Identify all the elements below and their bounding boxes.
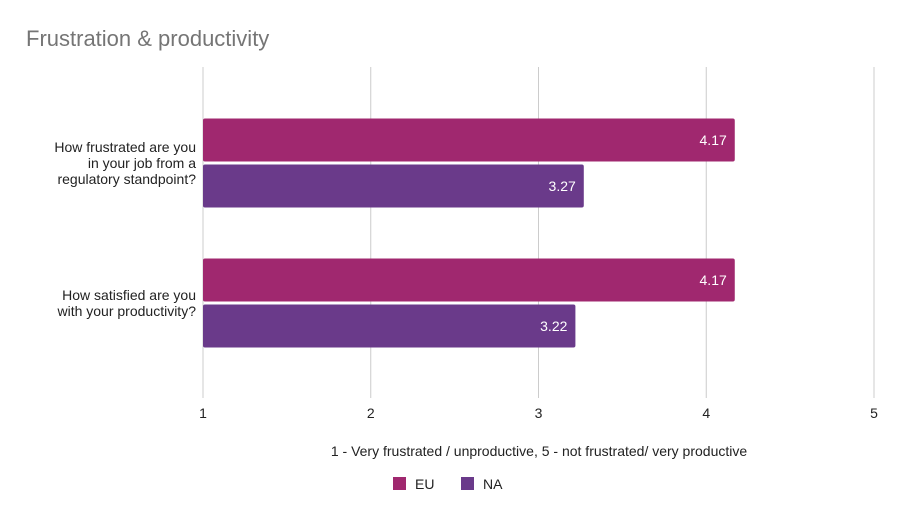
legend-swatch-na xyxy=(461,477,474,490)
category-label: How satisfied are you with your productiv… xyxy=(56,287,196,319)
bar-na xyxy=(203,304,576,348)
data-label: 4.17 xyxy=(700,272,727,288)
legend-swatch-eu xyxy=(393,477,406,490)
x-tick-label: 5 xyxy=(870,405,878,421)
legend-label-na: NA xyxy=(483,476,503,492)
label-layer: 4.17 3.27 How frustrated are you in your jo… xyxy=(54,132,727,334)
x-tick-label: 2 xyxy=(367,405,375,421)
tick-layer: 1 2 3 4 5 xyxy=(199,405,878,421)
grid-layer xyxy=(202,67,875,398)
legend: EU NA xyxy=(393,476,503,492)
x-tick-label: 4 xyxy=(702,405,710,421)
data-label: 3.27 xyxy=(549,178,576,194)
category-label-line: in your job from a xyxy=(88,155,196,171)
chart-title: Frustration & productivity xyxy=(26,26,269,51)
category-label-line: with your productivity? xyxy=(56,303,196,319)
category-label-line: regulatory standpoint? xyxy=(57,171,196,187)
bar-eu xyxy=(203,258,735,302)
x-tick-label: 1 xyxy=(199,405,207,421)
category-label-line: How satisfied are you xyxy=(62,287,196,303)
category-label: How frustrated are you in your job from a… xyxy=(54,139,196,187)
x-tick-label: 3 xyxy=(535,405,543,421)
x-axis-title: 1 - Very frustrated / unproductive, 5 - … xyxy=(331,443,748,459)
legend-label-eu: EU xyxy=(415,476,434,492)
category-label-line: How frustrated are you xyxy=(54,139,196,155)
data-label: 3.22 xyxy=(540,318,567,334)
bar-eu xyxy=(203,118,735,162)
bar-layer xyxy=(203,118,735,348)
data-label: 4.17 xyxy=(700,132,727,148)
bar-na xyxy=(203,164,584,208)
